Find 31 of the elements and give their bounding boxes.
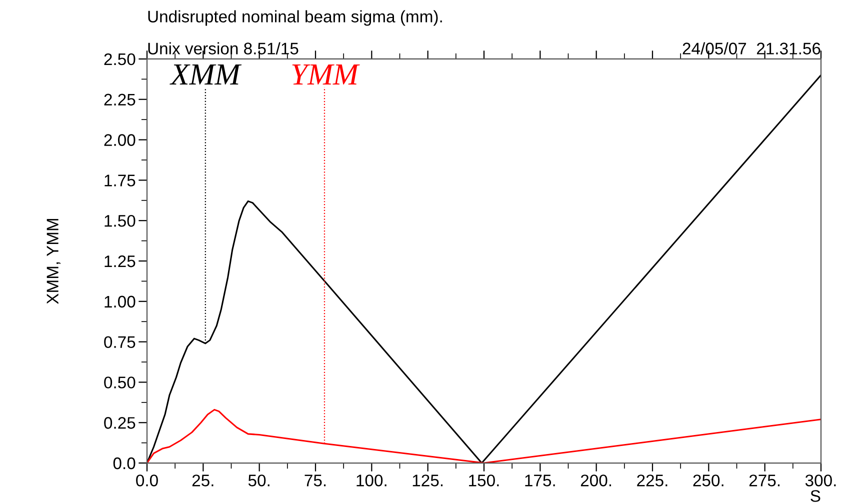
text: 24/05/07 21.31.56 [682, 42, 820, 54]
x-tick-label: 25. [192, 474, 214, 486]
chart-title: Undisrupted nominal beam sigma (mm). [148, 10, 442, 26]
x-tick-label: 100. [356, 474, 386, 486]
x-axis-title: S [810, 490, 820, 502]
x-tick-label: 125. [412, 474, 443, 486]
y-tick-label: 2.00 [104, 134, 136, 146]
x-tick-label: 200. [580, 474, 612, 486]
y-tick-label: 2.50 [104, 53, 136, 66]
x-tick-label: 175. [525, 474, 555, 486]
y-tick-label: 1.00 [104, 296, 136, 308]
y-tick-label: 0.50 [104, 376, 136, 388]
y-tick-label: 0.0 [113, 457, 136, 470]
y-tick-label: 1.50 [104, 214, 136, 227]
x-tick-label: 50. [248, 474, 270, 486]
x-tick-label: 225. [637, 474, 668, 486]
y-axis-title: XMM, YMM [46, 218, 60, 304]
y-tick-label: 1.25 [104, 255, 136, 268]
y-tick-label: 2.25 [104, 94, 136, 106]
x-tick-label: 275. [749, 474, 780, 486]
y-tick-label: 1.75 [104, 174, 136, 186]
x-tick-label: 0.0 [136, 474, 158, 486]
annotation: YMM [292, 64, 360, 84]
x-tick-label: 250. [693, 474, 724, 486]
x-tick-label: 150. [469, 474, 499, 486]
y-tick-label: 0.25 [104, 417, 136, 429]
annotation: XMM [170, 64, 242, 84]
x-tick-label: 75. [304, 474, 326, 486]
text: Unix version 8.51/15 [148, 42, 298, 54]
x-tick-label: 300. [805, 474, 836, 486]
y-tick-label: 0.75 [104, 336, 136, 348]
